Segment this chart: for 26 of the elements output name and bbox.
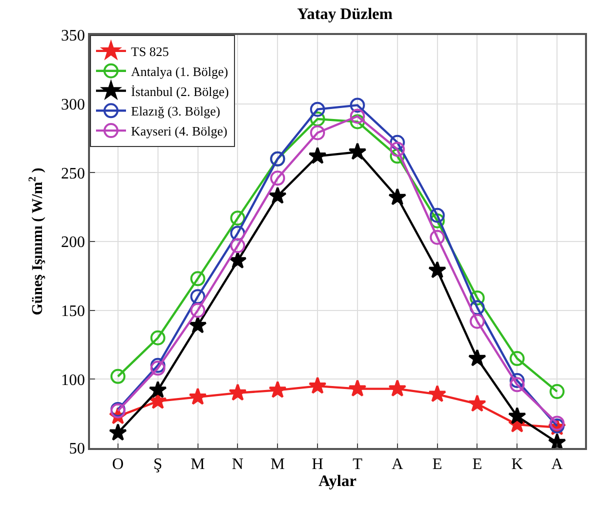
y-tick-label: 350 [61, 28, 86, 45]
x-tick-label: N [232, 456, 244, 473]
x-tick-label: H [312, 456, 324, 473]
x-tick-label: A [551, 456, 564, 473]
x-tick-label: T [352, 456, 363, 473]
legend-label: Elazığ (3. Bölge) [131, 104, 220, 119]
y-tick-label: 150 [61, 302, 86, 320]
x-tick-label: Ş [153, 456, 162, 473]
chart-title: Yatay Düzlem [297, 6, 394, 23]
x-tick-label: O [112, 456, 124, 473]
legend-label: Antalya (1. Bölge) [131, 64, 228, 79]
legend-label: TS 825 [131, 44, 169, 60]
x-tick-label: K [511, 456, 524, 473]
legend-label: İstanbul (2. Bölge) [131, 84, 229, 99]
x-tick-label: M [190, 456, 205, 473]
y-tick-label: 200 [61, 234, 86, 252]
y-tick-label: 50 [69, 440, 86, 458]
x-tick-label: M [270, 456, 285, 473]
y-tick-label: 100 [61, 372, 86, 389]
x-tick-label: A [392, 456, 404, 473]
y-tick-label: 250 [61, 165, 86, 182]
x-axis-title: Aylar [318, 472, 356, 490]
legend-label: Kayseri (4. Bölge) [131, 124, 228, 139]
x-tick-label: E [432, 456, 442, 473]
x-tick-label: E [472, 456, 482, 473]
y-tick-label: 300 [61, 96, 86, 114]
